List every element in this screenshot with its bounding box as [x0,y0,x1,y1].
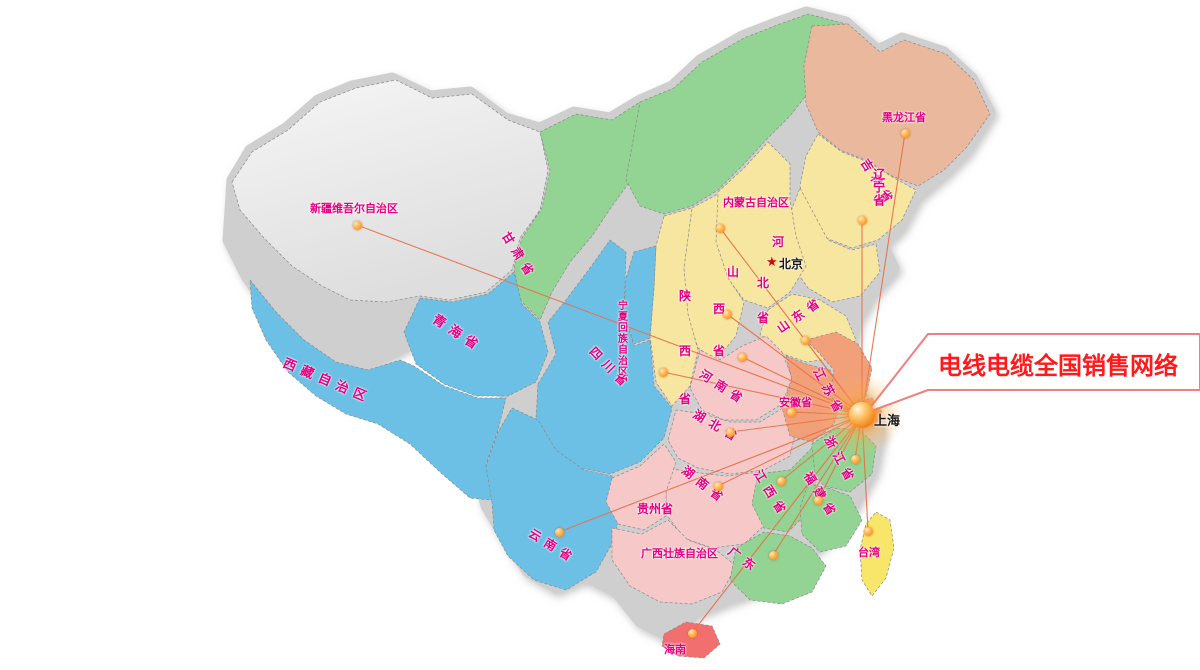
callout-outline [865,333,1200,414]
region-tibet [249,278,507,501]
route-line-hainan [691,414,863,634]
route-node-guangdong[interactable] [768,550,778,560]
region-hubei [667,405,797,475]
region-inner-mongolia [625,13,847,215]
route-line-heilongjiang [861,132,906,416]
region-xinjiang [231,79,549,303]
beijing-label: 北京 [779,257,804,271]
region-jilin [799,133,917,249]
route-node-heilongjiang[interactable] [900,128,910,138]
province-fills [231,13,991,659]
route-node-hubei[interactable] [725,427,735,437]
route-node-fujian[interactable] [813,495,823,505]
beijing-star-icon: ★ [766,255,778,270]
route-node-henan[interactable] [737,352,747,362]
route-node-shaanxi3[interactable] [722,309,732,319]
region-hainan [661,621,721,659]
region-qinghai [403,271,549,397]
callout-banner[interactable] [865,333,1200,414]
route-node-taiwan[interactable] [863,526,873,536]
region-guizhou [605,443,677,531]
route-node-jiangxi[interactable] [776,476,786,486]
route-node-shandong[interactable] [800,335,810,345]
shanghai-hub-marker[interactable] [849,402,875,428]
route-line-xinjiang [356,224,863,416]
region-ningxia [623,245,657,345]
route-line-guizhou [558,414,863,533]
route-node-zhejiang[interactable] [850,454,860,464]
region-taiwan [859,511,895,597]
route-node-inner_mongolia[interactable] [715,223,725,233]
route-node-liaoning[interactable] [857,215,867,225]
route-node-hainan[interactable] [687,628,697,638]
region-shaanxi [649,207,699,407]
region-heilongjiang [803,23,991,187]
route-node-anhui[interactable] [786,407,796,417]
region-hebei [713,141,807,309]
region-henan [689,335,793,421]
route-node-hunan[interactable] [713,481,723,491]
shanghai-label: 上海 [874,414,901,429]
route-node-sichuan[interactable] [658,367,668,377]
region-guangdong [729,531,827,605]
region-guangxi [611,519,737,605]
route-node-guizhou[interactable] [554,527,564,537]
route-node-xinjiang[interactable] [352,220,362,230]
callout-title: 电线电缆全国销售网络 [938,352,1178,380]
region-gansu [513,101,647,321]
